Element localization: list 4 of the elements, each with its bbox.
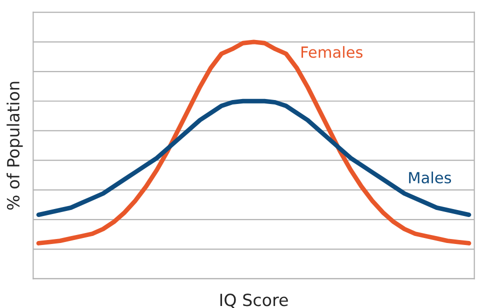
y-axis-title: % of Population xyxy=(6,82,23,210)
x-axis-title: IQ Score xyxy=(220,294,288,308)
series-label: Males xyxy=(409,172,452,184)
series-label: Females xyxy=(302,46,362,58)
